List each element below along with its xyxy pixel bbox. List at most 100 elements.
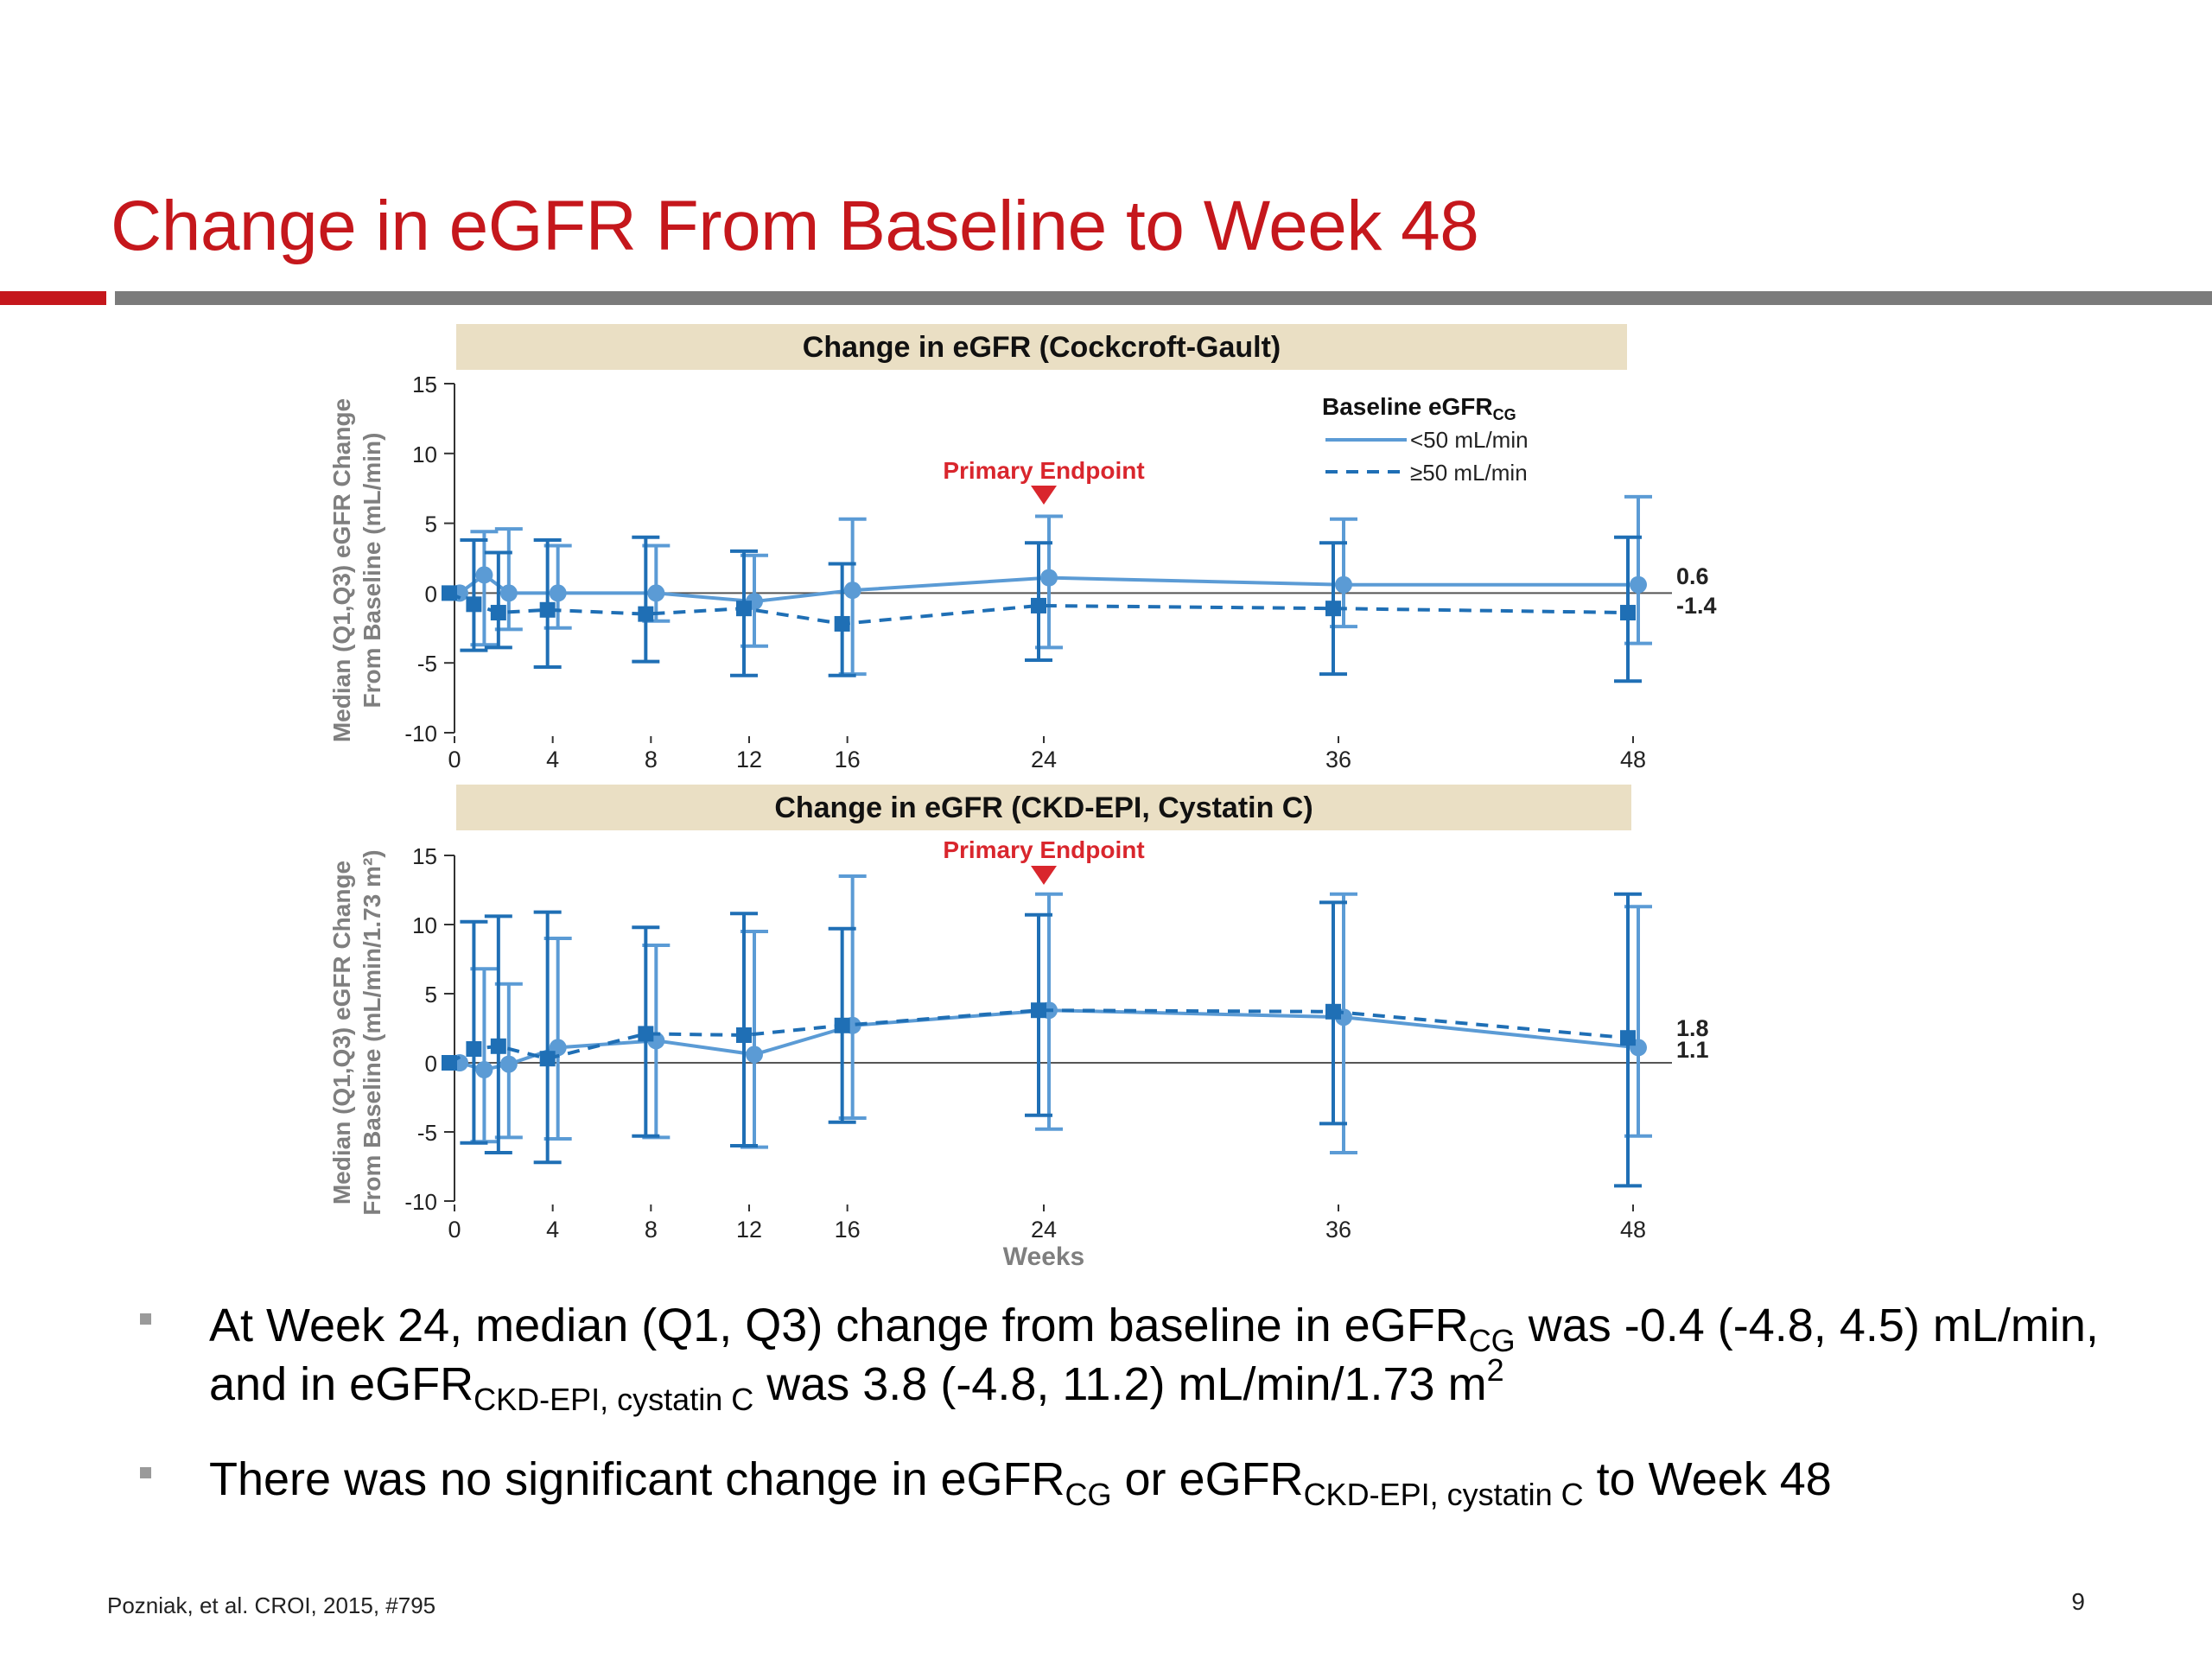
data-point bbox=[736, 601, 752, 617]
end-value-label: 1.8 bbox=[1676, 1015, 1709, 1041]
charts-figure: Change in eGFR (Cockcroft-Gault) 15 10 5 0 -5… bbox=[328, 324, 1717, 1271]
primary-endpoint-marker bbox=[1031, 486, 1057, 505]
data-point bbox=[475, 1061, 493, 1078]
y-axis-label: Median (Q1,Q3) eGFR Change bbox=[328, 861, 355, 1205]
legend: Baseline eGFRCG <50 mL/min ≥50 mL/min bbox=[1322, 393, 1529, 486]
data-point bbox=[1040, 569, 1058, 587]
y-tick-label: 5 bbox=[425, 982, 437, 1007]
data-point bbox=[539, 1051, 556, 1067]
data-point bbox=[834, 1017, 850, 1033]
data-point bbox=[539, 601, 556, 618]
data-point bbox=[1325, 601, 1341, 617]
data-point bbox=[638, 1026, 654, 1042]
series-line bbox=[459, 1008, 1639, 1072]
data-point bbox=[834, 615, 850, 632]
primary-endpoint-label: Primary Endpoint bbox=[943, 457, 1144, 484]
y-tick-label: -5 bbox=[417, 651, 437, 677]
data-point bbox=[1031, 1002, 1046, 1019]
data-point bbox=[746, 1046, 763, 1064]
legend-entry: <50 mL/min bbox=[1410, 427, 1529, 453]
y-tick-label: -10 bbox=[404, 721, 437, 747]
y-tick-label: 10 bbox=[412, 442, 437, 467]
x-tick-label: 12 bbox=[736, 747, 762, 772]
bullet-marker bbox=[140, 1467, 151, 1478]
data-point bbox=[1335, 575, 1352, 594]
x-tick-label: 16 bbox=[835, 1217, 861, 1243]
data-point bbox=[1620, 1030, 1636, 1046]
bullet-list: At Week 24, median (Q1, Q3) change from … bbox=[138, 1296, 2177, 1545]
y-tick-label: 10 bbox=[412, 912, 437, 938]
bullet-item: At Week 24, median (Q1, Q3) change from … bbox=[138, 1296, 2177, 1415]
x-tick-label: 48 bbox=[1620, 747, 1646, 772]
data-point bbox=[442, 1055, 457, 1071]
chart-title: Change in eGFR (CKD-EPI, Cystatin C) bbox=[774, 791, 1313, 824]
y-tick-label: 15 bbox=[412, 843, 437, 869]
y-axis-label: From Baseline (mL/min) bbox=[359, 433, 385, 709]
y-tick-label: 0 bbox=[425, 1051, 437, 1077]
data-point bbox=[1630, 575, 1647, 594]
citation: Pozniak, et al. CROI, 2015, #795 bbox=[107, 1592, 436, 1618]
data-point bbox=[442, 585, 457, 601]
data-point bbox=[490, 605, 506, 621]
x-tick-label: 36 bbox=[1325, 1217, 1351, 1243]
x-tick-label: 8 bbox=[645, 747, 658, 772]
x-tick-label: 16 bbox=[835, 747, 861, 772]
x-tick-label: 0 bbox=[448, 1217, 461, 1243]
series-ge50 bbox=[442, 535, 1642, 683]
series-ge50 bbox=[442, 892, 1642, 1188]
x-axis-label: Weeks bbox=[1003, 1243, 1085, 1271]
data-point bbox=[1325, 1003, 1341, 1020]
y-tick-label: 5 bbox=[425, 512, 437, 537]
series-line bbox=[448, 591, 1629, 626]
title-rule bbox=[115, 291, 2212, 305]
x-tick-label: 4 bbox=[546, 747, 559, 772]
y-tick-label: 15 bbox=[412, 372, 437, 397]
x-tick-label: 12 bbox=[736, 1217, 762, 1243]
data-point bbox=[466, 1041, 482, 1057]
data-point bbox=[638, 606, 654, 622]
bullet-item: There was no significant change in eGFRC… bbox=[138, 1450, 2177, 1510]
end-value-label: -1.4 bbox=[1676, 593, 1717, 619]
y-axis-label: From Baseline (mL/min/1.73 m²) bbox=[359, 849, 385, 1215]
data-point bbox=[499, 584, 518, 602]
data-point bbox=[1620, 605, 1636, 621]
series-lt50 bbox=[451, 874, 1652, 1154]
primary-endpoint-marker bbox=[1031, 866, 1057, 885]
legend-title: Baseline eGFRCG bbox=[1322, 393, 1516, 423]
data-point bbox=[736, 1027, 752, 1043]
data-point bbox=[490, 1038, 506, 1054]
data-point bbox=[466, 596, 482, 613]
x-tick-label: 48 bbox=[1620, 1217, 1646, 1243]
x-tick-label: 36 bbox=[1325, 747, 1351, 772]
y-tick-label: 0 bbox=[425, 581, 437, 607]
chart-panel-2: Change in eGFR (CKD-EPI, Cystatin C) 15 10… bbox=[328, 785, 1709, 1271]
legend-entry: ≥50 mL/min bbox=[1410, 460, 1528, 486]
chart-title: Change in eGFR (Cockcroft-Gault) bbox=[803, 331, 1281, 364]
x-tick-label: 8 bbox=[645, 1217, 658, 1243]
x-tick-label: 0 bbox=[448, 747, 461, 772]
series-lt50 bbox=[451, 494, 1652, 677]
page-number: 9 bbox=[2071, 1588, 2085, 1615]
title-rule-accent bbox=[0, 291, 106, 305]
data-point bbox=[499, 1055, 518, 1073]
y-tick-label: -10 bbox=[404, 1189, 437, 1215]
data-point bbox=[549, 584, 567, 602]
end-value-label: 0.6 bbox=[1676, 563, 1709, 589]
x-tick-label: 24 bbox=[1031, 747, 1057, 772]
chart-title-banner bbox=[456, 785, 1631, 830]
primary-endpoint-label: Primary Endpoint bbox=[943, 836, 1144, 863]
bullet-marker bbox=[140, 1313, 151, 1325]
chart-panel-1: Change in eGFR (Cockcroft-Gault) 15 10 5 0 -5… bbox=[328, 324, 1717, 772]
slide-title: Change in eGFR From Baseline to Week 48 bbox=[111, 187, 1479, 265]
data-point bbox=[1031, 597, 1046, 613]
end-value-label: 1.1 bbox=[1676, 1037, 1709, 1063]
y-axis-label: Median (Q1,Q3) eGFR Change bbox=[328, 398, 355, 742]
x-tick-label: 4 bbox=[546, 1217, 559, 1243]
data-point bbox=[647, 584, 665, 602]
data-point bbox=[843, 582, 861, 600]
y-tick-label: -5 bbox=[417, 1120, 437, 1146]
x-tick-label: 24 bbox=[1031, 1217, 1057, 1243]
data-point bbox=[475, 566, 493, 584]
series-line bbox=[448, 1008, 1629, 1065]
series-line bbox=[458, 572, 1638, 604]
